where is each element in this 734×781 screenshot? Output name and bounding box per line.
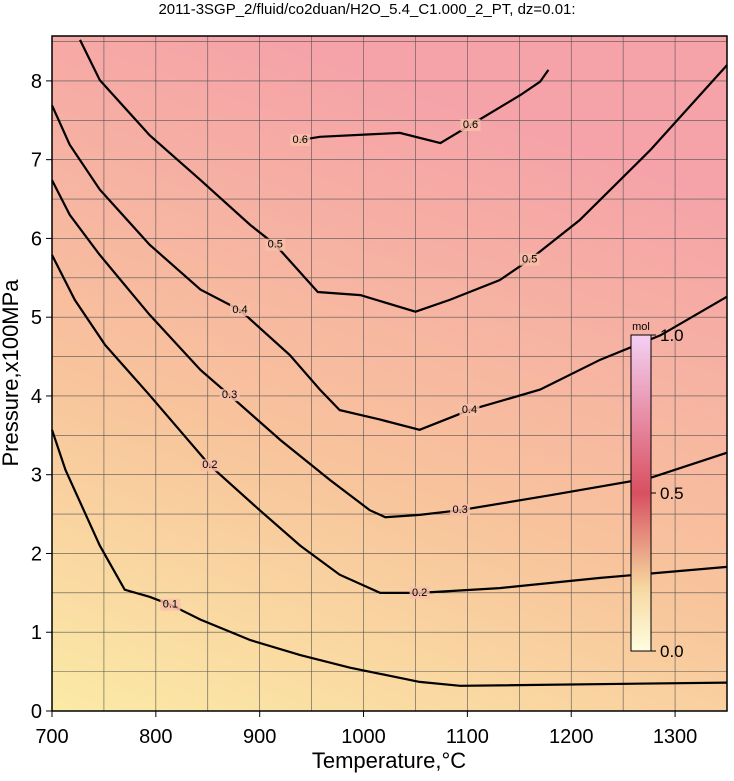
y-tick-label: 1 (31, 622, 42, 644)
y-tick-label: 2 (31, 543, 42, 565)
colorbar-tick-label: 0.5 (660, 484, 684, 503)
chart-title: 2011-3SGP_2/fluid/co2duan/H2O_5.4_C1.000… (158, 1, 575, 18)
y-tick-label: 3 (31, 465, 42, 487)
x-tick-label: 1100 (446, 726, 489, 748)
x-tick-label: 1300 (653, 726, 698, 748)
colorbar (630, 334, 652, 652)
colorbar-tick-label: 0.0 (660, 642, 684, 661)
contour-label-bg (409, 586, 430, 599)
contour-label-bg (290, 133, 311, 146)
contour-label: 0.5 (268, 239, 283, 251)
y-tick-label: 5 (31, 307, 42, 329)
contour-line (50, 429, 728, 687)
contour-label: 0.3 (222, 389, 237, 401)
y-tick-label: 0 (31, 701, 42, 723)
contour-label-bg (160, 598, 181, 611)
contour-label-bg (460, 119, 481, 132)
contour-line (300, 69, 550, 145)
contour-label-bg (459, 404, 480, 417)
x-tick-label: 900 (243, 726, 276, 748)
y-axis-label: Pressure,x100MPa (0, 279, 23, 467)
contour-label: 0.6 (463, 119, 478, 131)
contour-label-bg (265, 238, 286, 251)
x-axis-label: Temperature,°C (312, 748, 466, 773)
y-tick-label: 8 (31, 71, 42, 93)
y-tick-label: 6 (31, 228, 42, 250)
x-tick-label: 1200 (549, 726, 594, 748)
contour-line (51, 254, 728, 594)
contour-line (51, 179, 728, 519)
x-tick-label: 800 (139, 726, 172, 748)
contour-label: 0.3 (452, 504, 467, 516)
contour-line (50, 104, 728, 431)
colorbar-tick-label: 1.0 (660, 326, 684, 345)
y-tick-label: 7 (31, 150, 42, 172)
contour-label: 0.4 (232, 304, 247, 316)
contour-label: 0.4 (462, 404, 477, 416)
contour-label-bg (450, 504, 471, 517)
contour-label-bg (229, 304, 250, 317)
contour-line (79, 39, 728, 313)
y-tick-label: 4 (31, 386, 42, 408)
x-tick-label: 700 (35, 726, 68, 748)
contour-label-bg (519, 253, 540, 266)
contour-label-bg (219, 389, 240, 402)
contour-label: 0.6 (293, 134, 308, 146)
contour-label-bg (199, 459, 220, 472)
x-tick-label: 1000 (341, 726, 386, 748)
colorbar-label: mol (632, 321, 650, 333)
contour-label: 0.1 (163, 599, 178, 611)
contour-label: 0.5 (522, 254, 537, 266)
plot-frame (51, 35, 728, 712)
contour-label: 0.2 (412, 587, 427, 599)
contour-label: 0.2 (202, 459, 217, 471)
